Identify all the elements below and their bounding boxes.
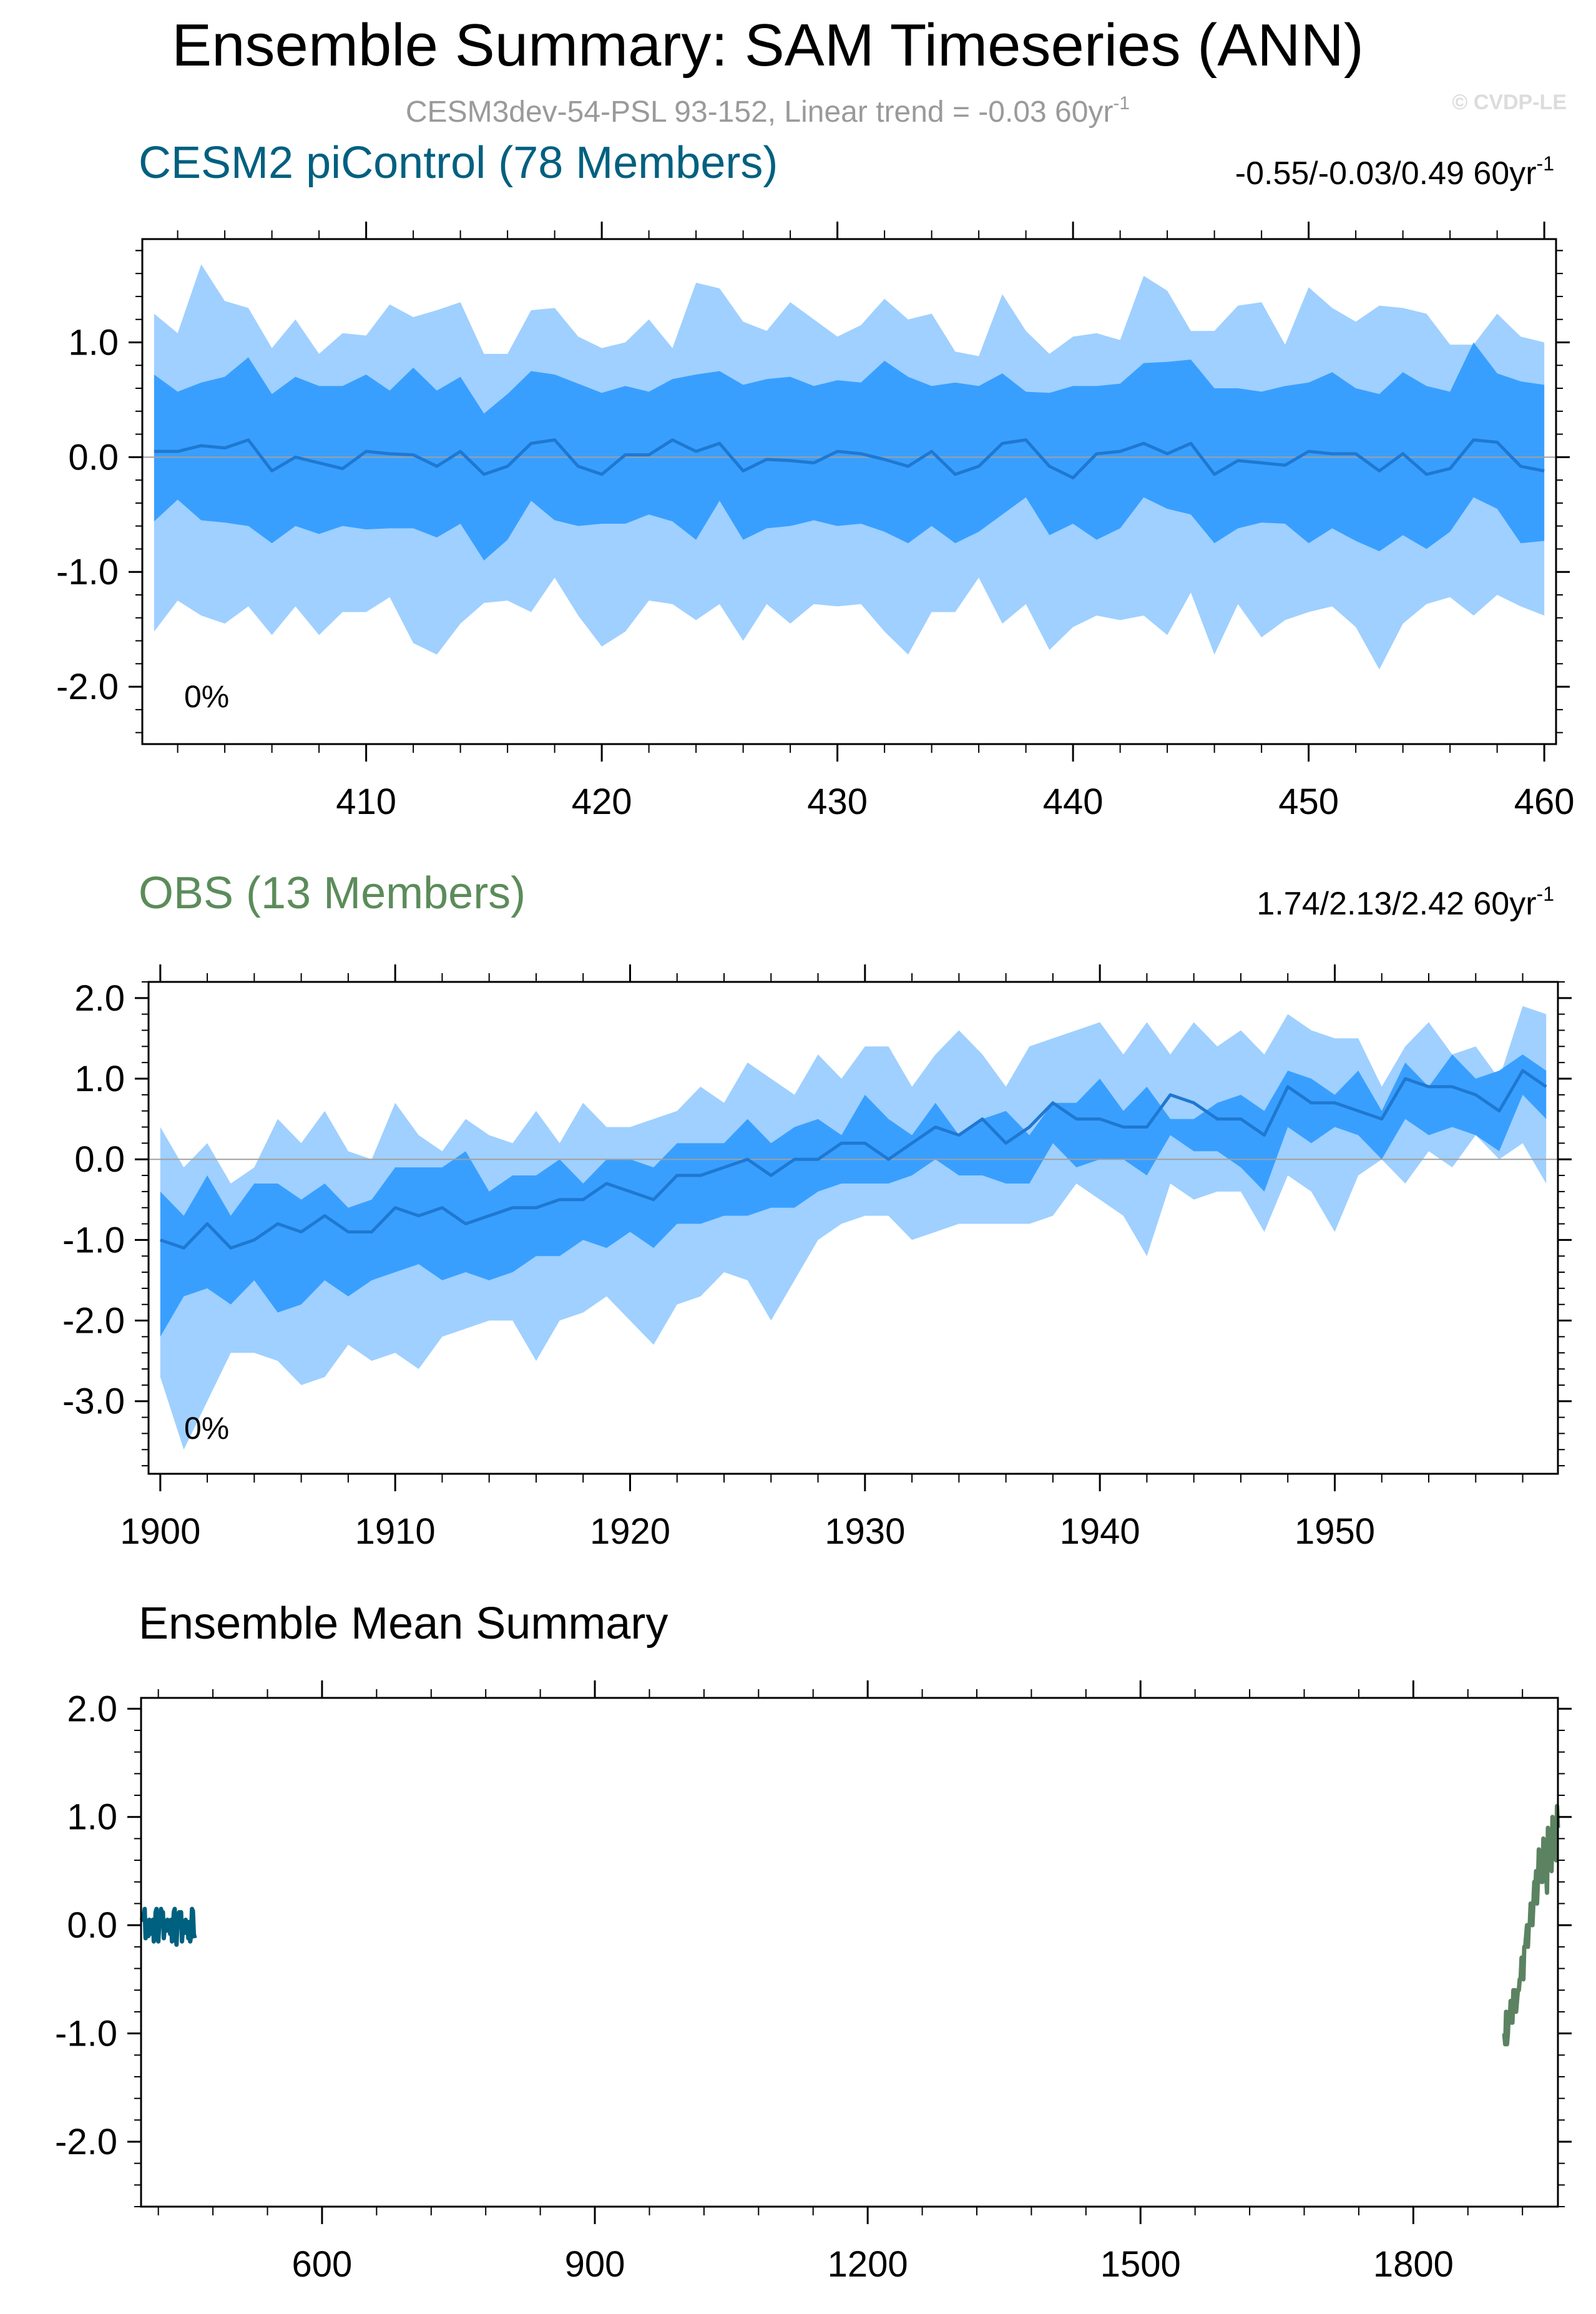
obs-ytick-label: 1.0 (74, 1059, 125, 1099)
summary-xtick-label: 600 (292, 2244, 353, 2285)
obs-plot-area: 2.0 1.0 0.0 -1.0 -2.0 -3.0 1900 1910 1920 1930 194… (62, 964, 1572, 1552)
summary-xtick-label: 1500 (1100, 2244, 1181, 2285)
cesm2-ytick-label: 0.0 (68, 437, 119, 478)
obs-xtick-label: 1900 (120, 1511, 200, 1552)
obs-xtick-label: 1940 (1060, 1511, 1140, 1552)
summary-plot-frame (140, 1697, 1559, 2208)
cesm2-xtick-label: 420 (572, 782, 632, 822)
summary-line-cesm2 (139, 1906, 197, 1947)
obs-percent-label: 0% (184, 1411, 229, 1446)
figure-subtitle: CESM3dev-54-PSL 93-152, Linear trend = -… (406, 93, 1130, 129)
subtitle-superscript: -1 (1113, 93, 1130, 114)
summary-ytick-label: 0.0 (67, 1905, 117, 1946)
obs-plot-frame (147, 981, 1559, 1475)
cesm2-xtick-label: 450 (1278, 782, 1339, 822)
cesm2-panel-title: CESM2 piControl (78 Members) (139, 138, 778, 188)
summary-plot-area: 2.0 1.0 0.0 -1.0 -2.0 600 900 1200 1500 1800 (55, 1680, 1572, 2285)
summary-panel-title: Ensemble Mean Summary (139, 1599, 668, 1649)
cesm2-ytick-label: 1.0 (68, 322, 119, 363)
obs-trend-label: 1.74/2.13/2.42 60yr-1 (1256, 883, 1554, 922)
cesm2-trend-label: -0.55/-0.03/0.49 60yr-1 (1235, 152, 1554, 192)
figure-title: Ensemble Summary: SAM Timeseries (ANN) (172, 12, 1364, 79)
obs-xtick-label: 1920 (590, 1511, 670, 1552)
summary-ytick-label: -1.0 (55, 2014, 117, 2054)
obs-ytick-label: 2.0 (74, 978, 125, 1019)
summary-xtick-label: 900 (565, 2244, 625, 2285)
cesm2-panel: CESM2 piControl (78 Members) -0.55/-0.03… (56, 138, 1574, 822)
summary-panel: Ensemble Mean Summary 2.0 1.0 0.0 -1.0 -2.0 6… (55, 1599, 1572, 2285)
obs-ytick-label: -2.0 (62, 1301, 125, 1341)
obs-xtick-label: 1910 (355, 1511, 436, 1552)
cesm2-ytick-label: -1.0 (56, 552, 119, 592)
obs-ytick-label: -3.0 (62, 1381, 125, 1422)
obs-trend-text: 1.74/2.13/2.42 60yr (1256, 886, 1536, 922)
cesm2-ytick-label: -2.0 (56, 667, 119, 707)
obs-panel-title: OBS (13 Members) (139, 868, 526, 918)
cesm2-ensemble-mean-line (154, 438, 1545, 479)
summary-xtick-label: 1800 (1373, 2244, 1454, 2285)
obs-ensemble-mean-line (160, 1069, 1547, 1250)
subtitle-text: CESM3dev-54-PSL 93-152, Linear trend = -… (406, 96, 1114, 129)
obs-ytick-label: -1.0 (62, 1220, 125, 1260)
watermark: © CVDP-LE (1452, 91, 1567, 114)
summary-ytick-label: 2.0 (67, 1689, 117, 1729)
summary-xtick-label: 1200 (828, 2244, 908, 2285)
obs-ytick-label: 0.0 (74, 1139, 125, 1180)
cesm2-xtick-label: 460 (1514, 782, 1575, 822)
summary-line-obs (1502, 1803, 1560, 2047)
summary-ytick-label: 1.0 (67, 1797, 117, 1838)
obs-band-67 (160, 1054, 1547, 1337)
obs-xtick-label: 1930 (825, 1511, 905, 1552)
cesm2-plot-frame (141, 238, 1557, 745)
cesm2-plot-area: 1.0 0.0 -1.0 -2.0 410 420 430 440 450 460 (56, 222, 1575, 822)
obs-xtick-label: 1950 (1295, 1511, 1375, 1552)
cesm2-xtick-label: 440 (1043, 782, 1104, 822)
cesm2-trend-superscript: -1 (1537, 152, 1554, 175)
cesm2-percent-label: 0% (184, 679, 229, 714)
cesm2-xtick-label: 410 (336, 782, 396, 822)
obs-trend-superscript: -1 (1537, 883, 1554, 905)
cesm2-trend-text: -0.55/-0.03/0.49 60yr (1235, 155, 1537, 192)
obs-panel: OBS (13 Members) 1.74/2.13/2.42 60yr-1 2… (62, 868, 1572, 1552)
summary-ytick-label: -2.0 (55, 2122, 117, 2162)
cesm2-xtick-label: 430 (807, 782, 868, 822)
